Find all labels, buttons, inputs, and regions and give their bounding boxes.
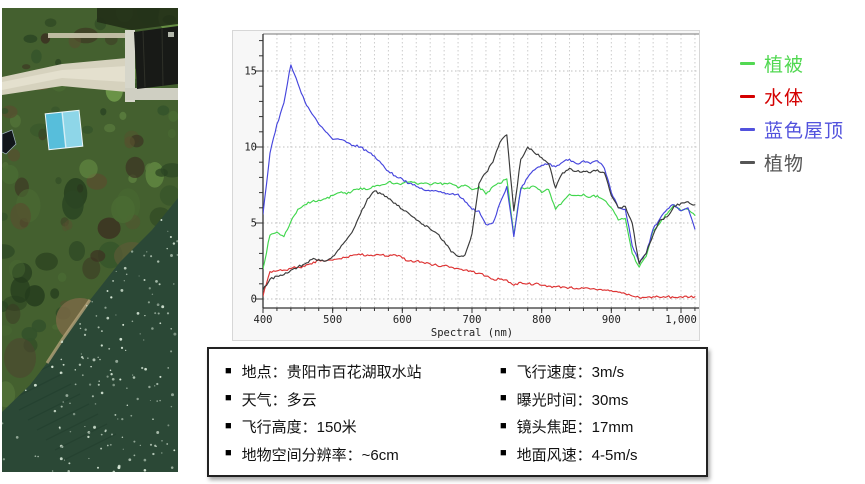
svg-text:500: 500	[323, 314, 342, 326]
soil-patch	[4, 338, 36, 378]
series-水体	[263, 253, 696, 299]
svg-text:600: 600	[393, 314, 412, 326]
dark-vehicle	[2, 129, 17, 155]
info-row-focal-length: ■ 镜头焦距：17mm	[500, 416, 696, 437]
legend-label: 植物	[764, 154, 805, 175]
svg-text:1,000: 1,000	[665, 314, 697, 326]
legend-label: 蓝色屋顶	[764, 121, 845, 142]
flight-parameters-box: ■ 地点：贵阳市百花湖取水站 ■ 天气：多云 ■ 飞行高度：150米 ■ 地物空…	[207, 347, 708, 477]
svg-text:5: 5	[251, 218, 257, 230]
bullet-icon: ■	[225, 419, 232, 432]
info-column-left: ■ 地点：贵阳市百花湖取水站 ■ 天气：多云 ■ 飞行高度：150米 ■ 地物空…	[225, 361, 494, 465]
bullet-icon: ■	[225, 392, 232, 405]
intake-station-building	[125, 26, 178, 102]
info-text: 地物空间分辨率：~6cm	[241, 446, 399, 464]
bullet-icon: ■	[225, 364, 232, 377]
legend-label: 植被	[764, 55, 805, 76]
line-swatch-icon	[740, 128, 755, 131]
svg-text:700: 700	[463, 314, 482, 326]
svg-text:10: 10	[244, 142, 257, 154]
bullet-icon: ■	[500, 392, 507, 405]
svg-text:400: 400	[254, 314, 273, 326]
info-row-resolution: ■ 地物空间分辨率：~6cm	[225, 444, 494, 465]
wall-line	[48, 33, 129, 38]
info-text: 镜头焦距：17mm	[516, 419, 634, 437]
legend-item-water: 水体	[740, 80, 844, 113]
info-text: 地面风速：4-5m/s	[516, 446, 638, 464]
legend-item-blue-roof: 蓝色屋顶	[740, 113, 844, 146]
svg-text:15: 15	[244, 66, 257, 78]
svg-text:0: 0	[251, 294, 257, 306]
info-row-weather: ■ 天气：多云	[225, 389, 494, 410]
aerial-photo	[2, 8, 178, 472]
series-植物	[263, 134, 696, 291]
svg-text:Spectral (nm): Spectral (nm)	[431, 327, 513, 339]
info-text: 飞行速度：3m/s	[516, 364, 625, 381]
bullet-icon: ■	[500, 364, 507, 377]
bullet-icon: ■	[225, 447, 232, 460]
info-row-location: ■ 地点：贵阳市百花湖取水站	[225, 361, 494, 382]
svg-text:900: 900	[602, 314, 621, 326]
line-swatch-icon	[740, 95, 755, 98]
concrete-path-highlight	[2, 66, 127, 90]
line-swatch-icon	[740, 62, 755, 65]
info-text: 曝光时间：30ms	[516, 391, 629, 409]
info-row-exposure: ■ 曝光时间：30ms	[500, 389, 696, 410]
series-蓝色屋顶	[263, 64, 696, 264]
lake-water	[2, 198, 178, 472]
legend-label: 水体	[764, 88, 805, 109]
shoreline-sand	[45, 299, 92, 364]
chart-legend: 植被 水体 蓝色屋顶 植物	[740, 47, 844, 179]
info-row-wind: ■ 地面风速：4-5m/s	[500, 444, 696, 465]
info-row-speed: ■ 飞行速度：3m/s	[500, 361, 696, 382]
blue-roof-building	[44, 109, 84, 151]
spectral-chart: 0 5 10 15 400 500 600 700 800 900 1,000 Spectral (n…	[232, 30, 700, 341]
svg-text:800: 800	[532, 314, 551, 326]
info-row-altitude: ■ 飞行高度：150米	[225, 416, 494, 437]
info-text: 天气：多云	[241, 391, 317, 409]
bullet-icon: ■	[500, 447, 507, 460]
dark-vegetation-strip	[97, 8, 178, 30]
legend-item-plant: 植物	[740, 146, 844, 179]
legend-item-vegetation: 植被	[740, 47, 844, 80]
line-swatch-icon	[740, 161, 755, 164]
info-column-right: ■ 飞行速度：3m/s ■ 曝光时间：30ms ■ 镜头焦距：17mm ■ 地面…	[500, 361, 696, 465]
info-text: 飞行高度：150米	[241, 419, 357, 437]
bullet-icon: ■	[500, 419, 507, 432]
info-text: 地点：贵阳市百花湖取水站	[241, 364, 422, 381]
